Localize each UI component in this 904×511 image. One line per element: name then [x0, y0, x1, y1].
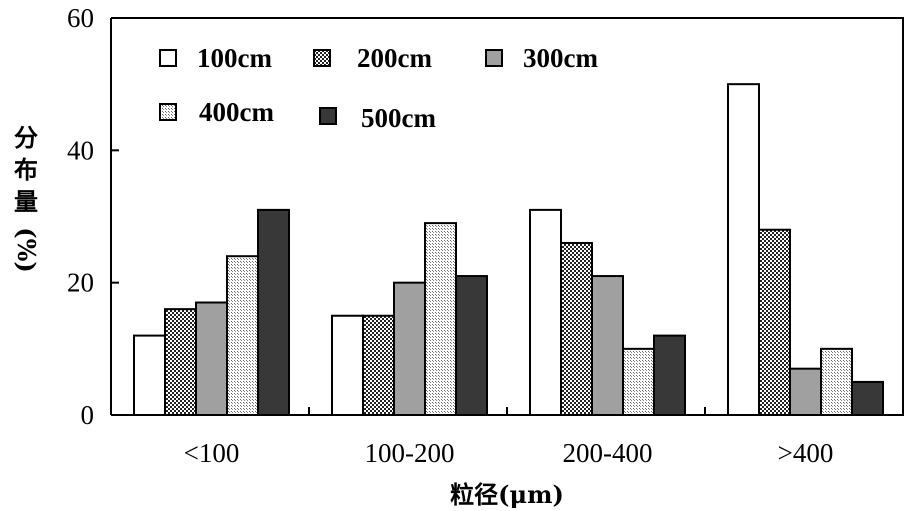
bar-400cm-2	[622, 347, 655, 417]
y-axis-title-char: 布	[14, 155, 38, 184]
y-tick-label: 20	[67, 268, 94, 298]
legend-swatch-500cm	[319, 107, 337, 125]
bar-500cm-0	[257, 208, 290, 416]
x-ticks	[308, 407, 706, 415]
bar-200cm-0	[164, 308, 197, 416]
bar-500cm-1	[455, 275, 488, 416]
y-ticks	[111, 17, 119, 416]
bar-300cm-0	[195, 301, 228, 416]
bar-400cm-1	[424, 222, 457, 416]
y-tick-label: 60	[67, 3, 94, 33]
legend-label-300cm: 300cm	[523, 43, 598, 73]
bar-300cm-3	[789, 367, 822, 416]
bars-group	[133, 83, 884, 417]
x-tick-label: <100	[184, 438, 240, 468]
bar-100cm-2	[529, 208, 562, 416]
bar-100cm-3	[727, 83, 760, 417]
bar-200cm-2	[560, 241, 593, 416]
x-tick-label: 100-200	[365, 438, 455, 468]
bar-200cm-3	[758, 228, 791, 416]
y-axis-title: 分布量 (%)	[12, 123, 41, 273]
y-axis-title-char: 量	[14, 187, 38, 216]
bar-400cm-0	[226, 255, 259, 417]
y-tick-label: 40	[67, 135, 94, 165]
bar-200cm-1	[362, 314, 395, 416]
y-tick-labels: 0 20 40 60	[67, 3, 94, 430]
y-axis-title-char: (%)	[12, 227, 41, 273]
bar-400cm-3	[820, 347, 853, 417]
legend-swatch-300cm	[485, 49, 503, 67]
x-tick-label: 200-400	[563, 438, 653, 468]
x-tick-label: >400	[778, 438, 834, 468]
bar-500cm-3	[851, 380, 884, 416]
bar-100cm-0	[133, 334, 166, 417]
bar-100cm-1	[331, 314, 364, 416]
x-axis-title: 粒径(μm)	[450, 480, 564, 509]
x-tick-labels: <100 100-200 200-400 >400	[184, 438, 834, 468]
bar-300cm-2	[591, 275, 624, 416]
legend-label-400cm: 400cm	[199, 97, 274, 127]
y-tick-label: 0	[81, 400, 95, 430]
legend-label-200cm: 200cm	[357, 43, 432, 73]
legend-swatch-100cm	[159, 49, 177, 67]
bar-300cm-1	[393, 281, 426, 416]
legend-swatch-400cm	[159, 103, 177, 121]
bar-500cm-2	[653, 334, 686, 417]
legend-swatch-200cm	[313, 49, 331, 67]
legend-label-500cm: 500cm	[361, 103, 436, 133]
legend: 100cm 200cm 300cm 400cm 500cm	[159, 43, 598, 133]
y-axis-title-char: 分	[14, 123, 38, 152]
legend-label-100cm: 100cm	[197, 43, 272, 73]
